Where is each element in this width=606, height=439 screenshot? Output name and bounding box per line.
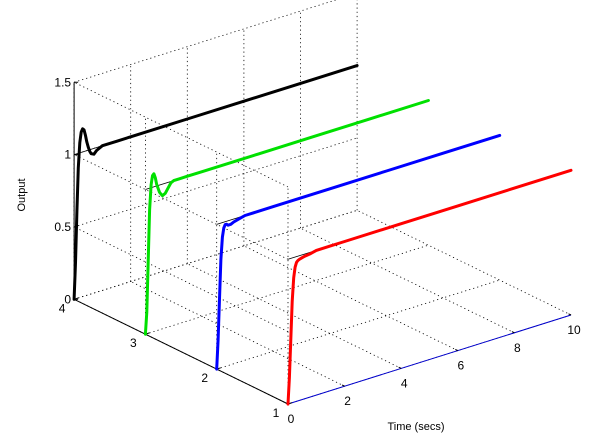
x-axis-line bbox=[287, 314, 572, 405]
series-line-2 bbox=[143, 99, 430, 336]
x-axis-label: Time (secs) bbox=[387, 421, 444, 433]
x-tick-label: 0 bbox=[288, 412, 295, 426]
floor-grid-line bbox=[130, 281, 345, 387]
z-tick-label: 0.5 bbox=[54, 220, 71, 234]
y-tick-label: 3 bbox=[130, 336, 137, 350]
x-tick-mark bbox=[341, 384, 345, 387]
floor-grid-line bbox=[243, 245, 458, 351]
x-tick-label: 8 bbox=[514, 341, 521, 355]
z-axis-label: Output bbox=[16, 178, 28, 211]
x-tick-label: 4 bbox=[401, 376, 408, 390]
x-tick-mark bbox=[455, 348, 459, 352]
floor-grid-line bbox=[145, 244, 429, 335]
x-tick-mark bbox=[511, 331, 515, 334]
series-line-3 bbox=[215, 133, 502, 371]
y-axis-line bbox=[73, 298, 289, 405]
x-tick-mark bbox=[568, 313, 572, 316]
z-tick-label: 0 bbox=[64, 292, 71, 306]
series-layer bbox=[72, 64, 573, 406]
x-tick-label: 2 bbox=[344, 394, 351, 408]
back-wall-grid-line bbox=[73, 0, 337, 83]
x-tick-label: 10 bbox=[567, 323, 581, 337]
series-line-4 bbox=[286, 168, 573, 406]
y-tick-label: 4 bbox=[59, 301, 66, 315]
z-tick-label: 1.5 bbox=[54, 75, 71, 89]
y-tick-label: 2 bbox=[201, 371, 208, 385]
left-wall-grid-line bbox=[73, 154, 289, 260]
z-tick-label: 1 bbox=[64, 148, 71, 162]
left-wall-grid-line bbox=[73, 226, 289, 333]
x-tick-mark bbox=[398, 366, 402, 369]
left-wall-grid-line bbox=[73, 81, 289, 188]
x-tick-label: 6 bbox=[457, 359, 464, 373]
floor-grid-line bbox=[187, 263, 402, 369]
floor-grid-line bbox=[216, 279, 500, 370]
series-line-1 bbox=[72, 64, 359, 301]
y-tick-label: 1 bbox=[273, 406, 280, 420]
